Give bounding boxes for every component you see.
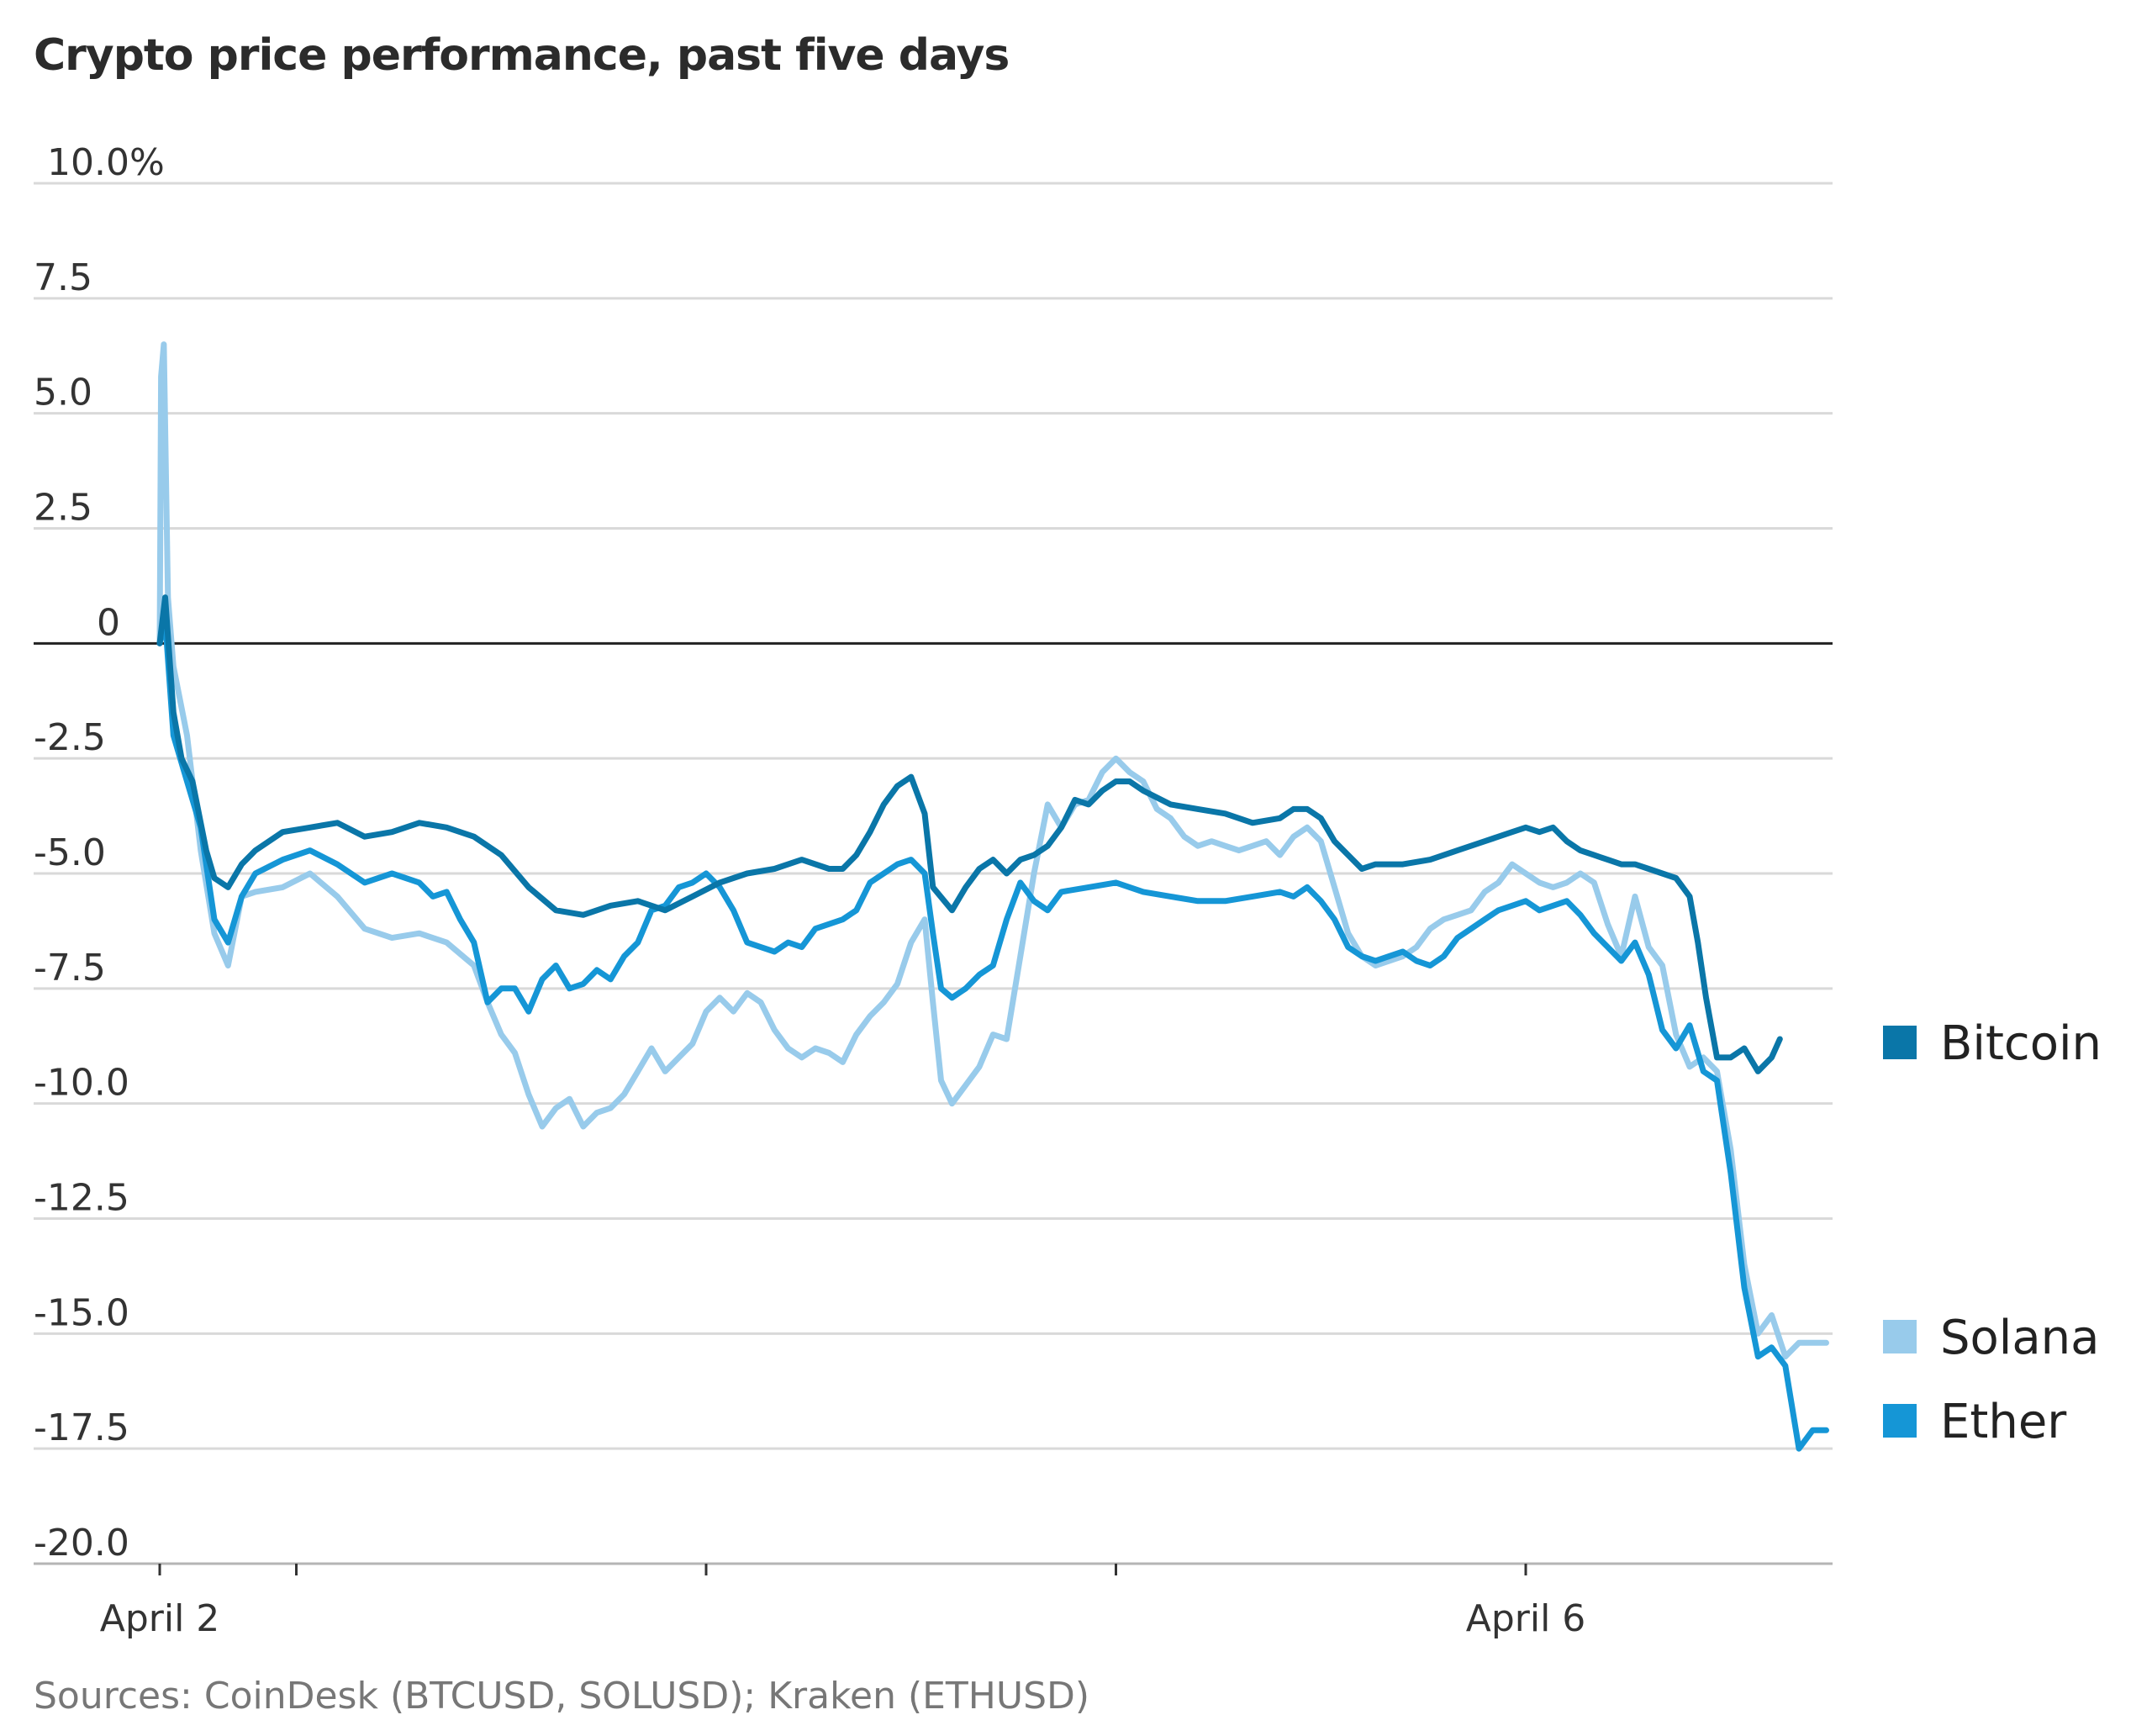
- series-lines: [156, 341, 1829, 1452]
- legend-label-ether: Ether: [1940, 1395, 2067, 1449]
- y-tick-label: 0: [97, 601, 120, 644]
- y-tick-label: -20.0: [34, 1522, 129, 1565]
- gridlines: [34, 182, 1833, 1450]
- chart-title: Crypto price performance, past five days: [34, 30, 1010, 81]
- y-tick-label: -7.5: [34, 947, 106, 989]
- legend-swatch-solana: [1883, 1320, 1917, 1353]
- source-note: Sources: CoinDesk (BTCUSD, SOLUSD); Krak…: [34, 1675, 1090, 1718]
- x-axis: April 2 April 6: [34, 1562, 1833, 1640]
- y-tick-label: 5.0: [34, 372, 92, 414]
- x-tick-label: April 6: [1466, 1597, 1586, 1640]
- series-line-ether: [156, 617, 1829, 1452]
- y-tick-label: -2.5: [34, 716, 106, 759]
- y-tick-label: -5.0: [34, 831, 106, 874]
- legend-label-solana: Solana: [1940, 1311, 2100, 1365]
- legend-label-bitcoin: Bitcoin: [1940, 1016, 2102, 1071]
- y-tick-label: 10.0%: [47, 141, 165, 184]
- y-tick-label: 7.5: [34, 256, 92, 299]
- y-tick-label: -17.5: [34, 1406, 129, 1449]
- y-tick-label: 2.5: [34, 487, 92, 530]
- legend-swatch-bitcoin: [1883, 1026, 1917, 1059]
- y-tick-label: -10.0: [34, 1062, 129, 1105]
- legend: Bitcoin Solana Ether: [1883, 1016, 2102, 1449]
- series-line-solana: [156, 341, 1829, 1360]
- y-tick-label: -15.0: [34, 1291, 129, 1334]
- series-line-bitcoin: [156, 594, 1783, 1074]
- y-axis-tick-labels: 10.0% 7.5 5.0 2.5 0 -2.5 -5.0 -7.5 -10.0 -12.5 -15…: [34, 141, 165, 1565]
- x-tick-label: April 2: [100, 1597, 220, 1640]
- y-tick-label: -12.5: [34, 1177, 129, 1220]
- legend-swatch-ether: [1883, 1404, 1917, 1438]
